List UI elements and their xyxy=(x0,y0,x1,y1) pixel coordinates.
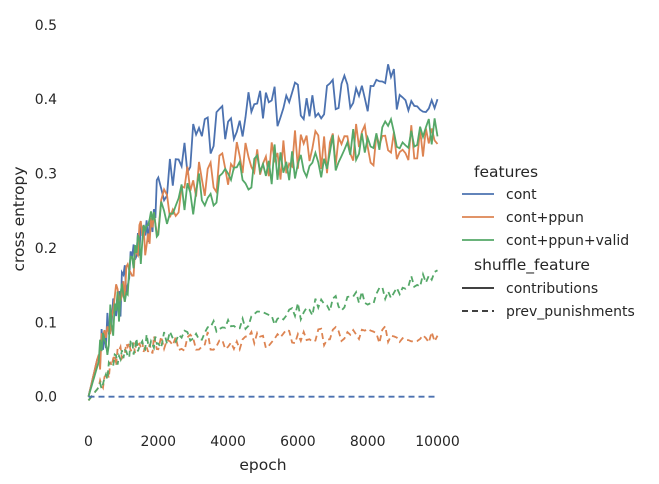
y-tick-label: 0.0 xyxy=(35,390,57,406)
legend: features cont cont+ppun cont+ppun+valid sh… xyxy=(462,163,635,320)
legend-entry-label: contributions xyxy=(506,281,598,297)
series-line-cont-ppun-valid-prev-punishments xyxy=(87,269,438,401)
x-tick-label: 8000 xyxy=(350,434,386,450)
y-axis-label: cross entropy xyxy=(10,166,28,271)
y-tick-label: 0.5 xyxy=(35,18,57,34)
series-layer xyxy=(87,64,439,401)
legend-style-entries: contributions prev_punishments xyxy=(462,281,635,320)
legend-entry-label: cont+ppun xyxy=(506,210,584,226)
legend-entry-label: cont xyxy=(506,187,537,203)
x-tick-label: 6000 xyxy=(280,434,316,450)
series-line-cont-contributions xyxy=(87,64,439,397)
legend-entry-label: prev_punishments xyxy=(506,304,635,320)
legend-style-title: shuffle_feature xyxy=(474,256,590,275)
y-tick-label: 0.4 xyxy=(35,92,57,108)
x-tick-label: 2000 xyxy=(140,434,176,450)
y-tick-label: 0.1 xyxy=(35,315,57,331)
legend-hue-entries: cont cont+ppun cont+ppun+valid xyxy=(462,187,629,249)
y-tick-label: 0.3 xyxy=(35,167,57,183)
x-tick-label: 0 xyxy=(84,434,93,450)
series-line-cont-ppun-valid-contributions xyxy=(87,116,439,397)
x-axis-label: epoch xyxy=(239,456,286,474)
x-axis-ticks: 0 2000 4000 6000 8000 10000 xyxy=(84,434,460,450)
series-line-cont-ppun-contributions xyxy=(87,122,439,397)
legend-entry-label: cont+ppun+valid xyxy=(506,233,629,249)
series-line-cont-ppun-prev-punishments xyxy=(87,324,439,401)
x-tick-label: 10000 xyxy=(415,434,460,450)
y-tick-label: 0.2 xyxy=(35,241,57,257)
x-tick-label: 4000 xyxy=(210,434,246,450)
legend-hue-title: features xyxy=(474,163,538,181)
y-axis-ticks: 0.0 0.1 0.2 0.3 0.4 0.5 xyxy=(35,18,57,406)
